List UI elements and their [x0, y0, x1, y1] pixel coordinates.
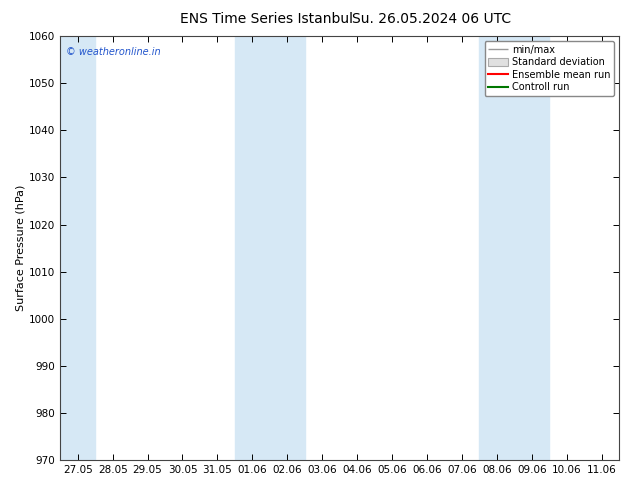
Text: ENS Time Series Istanbul: ENS Time Series Istanbul — [180, 12, 353, 26]
Text: Su. 26.05.2024 06 UTC: Su. 26.05.2024 06 UTC — [352, 12, 510, 26]
Bar — [60, 36, 95, 460]
Y-axis label: Surface Pressure (hPa): Surface Pressure (hPa) — [15, 185, 25, 311]
Bar — [235, 36, 305, 460]
Bar — [479, 36, 549, 460]
Legend: min/max, Standard deviation, Ensemble mean run, Controll run: min/max, Standard deviation, Ensemble me… — [484, 41, 614, 96]
Text: © weatheronline.in: © weatheronline.in — [66, 47, 160, 57]
